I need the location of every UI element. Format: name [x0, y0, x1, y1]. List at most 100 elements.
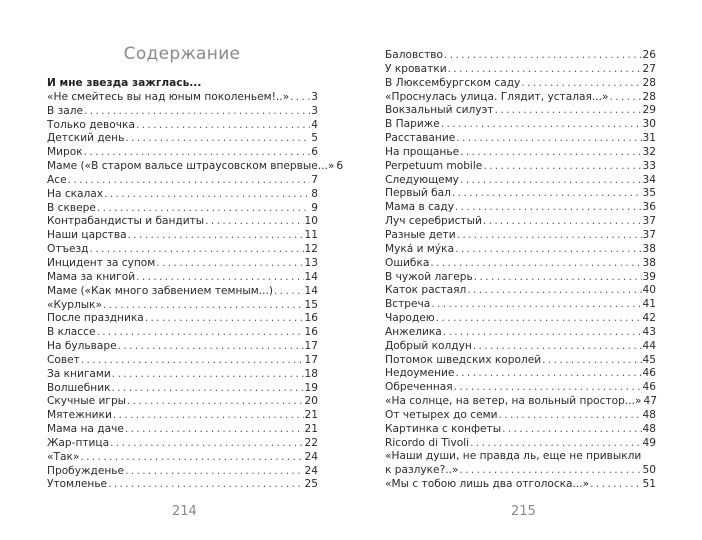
toc-entry-title: В сквере — [47, 201, 96, 214]
toc-entry-page: 6 — [311, 146, 318, 159]
toc-entry: Разные дети 37 — [385, 229, 656, 243]
toc-entry-page: 6 — [336, 160, 344, 173]
dot-leader — [96, 326, 303, 340]
toc-entry: Жар-птица 22 — [47, 437, 318, 451]
toc-entry-page: 48 — [642, 422, 656, 435]
toc-entry-title: Perpetuum mobile — [385, 159, 483, 172]
toc-entry: Контрабандисты и бандиты 10 — [47, 215, 318, 229]
toc-entry: Отъезд 12 — [47, 243, 318, 257]
dot-leader — [108, 478, 303, 492]
toc-entry-page: 26 — [642, 49, 656, 61]
toc-entry-page: 8 — [311, 187, 318, 200]
toc-entry-title: «Проснулась улица. Глядит, усталая...» — [385, 90, 609, 103]
dot-leader — [80, 451, 303, 465]
toc-entry-title: В чужой лагерь — [385, 270, 473, 283]
toc-entry: Добрый колдун 44 — [385, 340, 656, 354]
toc-entry: Анжелика 43 — [385, 326, 656, 340]
dot-leader — [112, 368, 304, 382]
toc-entry: Пробужденье 24 — [47, 465, 318, 479]
toc-entry: Вокзальный силуэт 29 — [385, 104, 656, 118]
toc-entry-page: 41 — [642, 298, 656, 311]
toc-entry-title: Картинка с конфеты — [385, 422, 502, 435]
toc-entry-page: 3 — [311, 90, 318, 103]
toc-entry-page: 45 — [642, 353, 656, 366]
toc-entry: Чародею 42 — [385, 312, 656, 326]
toc-entry-page: 5 — [311, 132, 318, 145]
toc-entry: Баловство 26 — [385, 49, 656, 63]
toc-entry-title: Пробужденье — [47, 464, 125, 477]
toc-entry: Потомок шведских королей 45 — [385, 354, 656, 368]
toc-entry-page: 27 — [642, 62, 656, 75]
dot-leader — [448, 63, 642, 77]
toc-entry-page: 19 — [304, 381, 318, 394]
dot-leader — [290, 91, 310, 105]
toc-list: Баловство 26 У кроватки 27 В Люксембургском … — [385, 49, 657, 450]
toc-entry: Мама на даче 21 — [47, 423, 318, 437]
toc-entry: На скалах 8 — [47, 188, 318, 202]
toc-entry-title: Обреченная — [385, 381, 453, 394]
toc-entry-page: 22 — [304, 436, 318, 449]
dot-leader — [431, 298, 641, 312]
toc-entry-title: Встреча — [385, 298, 431, 311]
dot-leader — [609, 91, 641, 105]
dot-leader — [84, 105, 310, 119]
toc-entry: На прощанье 32 — [385, 146, 656, 160]
toc-entry-page: 48 — [642, 408, 656, 421]
dot-leader — [110, 437, 303, 451]
dot-leader — [89, 243, 303, 257]
toc-entry-title: На бульваре — [47, 340, 117, 353]
toc-column-right: Баловство 26 У кроватки 27 В Люксембургском … — [385, 49, 657, 492]
toc-entry-page: 11 — [304, 229, 318, 242]
toc-entry-page: 13 — [304, 256, 318, 269]
toc-entry-title: Контрабандисты и бандиты — [47, 215, 205, 228]
dot-leader — [498, 409, 641, 423]
toc-entry-page: 28 — [642, 90, 656, 103]
toc-entry-page: 17 — [304, 340, 318, 353]
left-page: Содержание И мне звезда зажглась... «Не … — [0, 0, 351, 540]
dot-leader — [542, 354, 641, 368]
toc-entry-title: Ошибка — [385, 256, 430, 269]
toc-entry-title-line1: «Наши души, не правда ль, еще не привыкл… — [385, 450, 642, 463]
toc-entry-page: 29 — [642, 104, 656, 117]
toc-entry: В зале 3 — [47, 105, 318, 119]
toc-entry: «Курлык» 15 — [47, 299, 318, 313]
dot-leader — [113, 409, 304, 423]
toc-entry-page: 17 — [304, 353, 318, 366]
dot-leader — [452, 187, 642, 201]
toc-entry-title: Маме («Как много забвением темным...) — [47, 284, 274, 297]
toc-entry-title: Инцидент за супом — [47, 256, 156, 269]
dot-leader — [111, 382, 303, 396]
toc-entry-title: Каток растаял — [385, 284, 467, 297]
toc-entry-page: 40 — [642, 284, 656, 297]
toc-entry-page: 24 — [304, 464, 318, 477]
dot-leader — [483, 160, 641, 174]
toc-entry: В чужой лагерь 39 — [385, 271, 656, 285]
toc-entry-title: Баловство — [385, 49, 443, 61]
toc-entry-title: Чародею — [385, 312, 435, 325]
toc-entry: Маме («Как много забвением темным...) 14 — [47, 285, 318, 299]
dot-leader — [467, 284, 641, 298]
page-number: 214 — [172, 504, 197, 519]
toc-entry: Мирок 6 — [47, 146, 318, 160]
toc-entry-title: Скучные игры — [47, 395, 127, 408]
toc-entry: Каток растаял 40 — [385, 284, 656, 298]
toc-entry-page: 25 — [304, 478, 318, 491]
dot-leader — [454, 381, 642, 395]
dot-leader — [460, 146, 641, 160]
dot-leader — [125, 132, 310, 146]
dot-leader — [118, 340, 304, 354]
toc-entry: Обреченная 46 — [385, 381, 656, 395]
toc-entry: Луч серебристый 37 — [385, 215, 656, 229]
toc-entry-page: 39 — [642, 270, 656, 283]
toc-entry: Детский день 5 — [47, 132, 318, 146]
toc-entry: «Мы с тобою лишь два отголоска...» 51 — [385, 478, 656, 492]
dot-leader — [68, 174, 311, 188]
toc-entry: Картинка с конфеты 48 — [385, 423, 656, 437]
toc-entry: Асе 7 — [47, 174, 318, 188]
dot-leader — [473, 340, 642, 354]
toc-entry-page: 38 — [642, 256, 656, 269]
toc-entry-page: 30 — [642, 118, 656, 131]
toc-entry-title: «Курлык» — [47, 298, 103, 311]
toc-entry-title: В Париже — [385, 118, 440, 131]
toc-entry-title: Утомленье — [47, 478, 108, 491]
